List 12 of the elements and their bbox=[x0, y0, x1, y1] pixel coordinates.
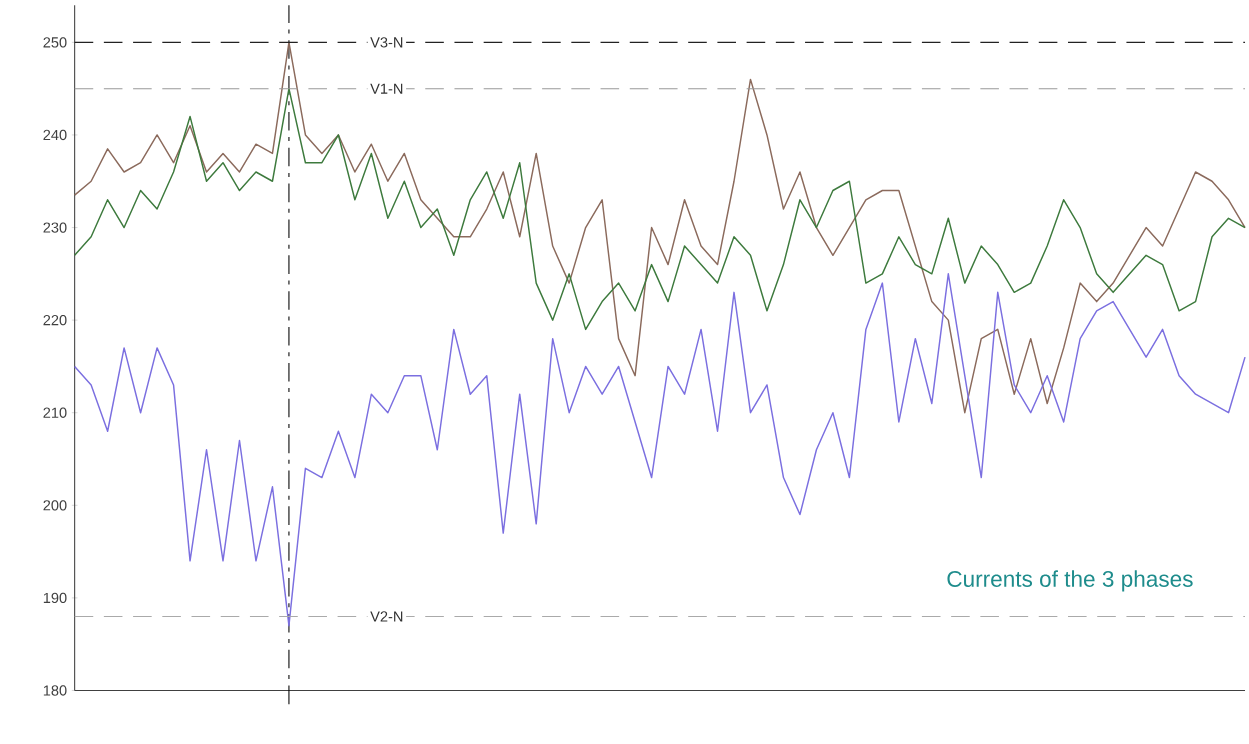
y-tick-label: 190 bbox=[43, 592, 67, 604]
y-tick-label: 250 bbox=[43, 37, 67, 48]
y-tick-label: 240 bbox=[43, 129, 67, 141]
y-tick-label: 230 bbox=[43, 222, 67, 233]
y-tick-label: 180 bbox=[43, 685, 67, 696]
y-tick-label: 210 bbox=[43, 407, 67, 418]
y-tick-label: 200 bbox=[43, 500, 67, 511]
annotation: Currents of the 3 phases bbox=[947, 570, 1193, 592]
ref-line-label: V2-N bbox=[370, 611, 403, 622]
ref-line-label: V1-N bbox=[370, 83, 403, 94]
ref-line-label: V3-N bbox=[370, 37, 403, 48]
y-tick-label: 220 bbox=[43, 315, 67, 326]
